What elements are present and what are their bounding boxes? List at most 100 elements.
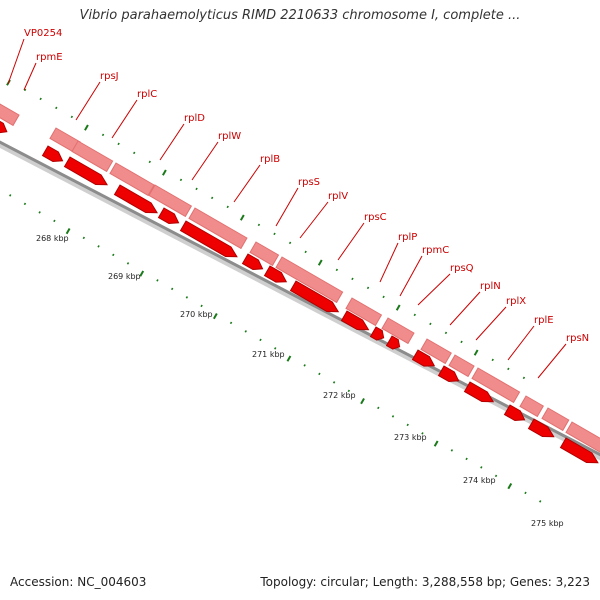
tick-mark-upper [395,304,401,311]
tick-mark-upper [39,97,42,101]
gene-leader-line [23,62,37,91]
tick-mark-lower [126,262,130,265]
tick-mark-upper [117,142,120,146]
gene-arrow [503,404,526,422]
gene-leader-line [191,141,219,181]
gene-label: rplW [218,131,241,142]
tick-mark-upper [273,232,276,236]
tick-mark-lower [421,432,424,435]
tick-mark-lower [212,312,218,320]
gene-arrow [289,280,340,313]
gene-label: rpsJ [100,71,119,82]
gene-label: rplB [260,154,280,165]
genome-summary-text: Topology: circular; Length: 3,288,558 bp… [260,575,590,589]
tick-mark-lower [38,211,41,214]
tick-mark-lower [200,304,203,308]
tick-mark-lower [360,397,365,405]
gene-arrow [157,207,180,225]
tick-mark-upper [55,106,58,110]
gene-leader-line [449,291,481,326]
gene-arrow [179,220,238,258]
gene-band-upper [249,241,280,267]
gene-band-upper [148,184,193,218]
tick-mark-upper [179,178,183,182]
tick-mark-upper [473,349,479,356]
tick-mark-lower [377,406,380,410]
gene-leader-line [159,123,185,161]
tick-mark-lower [53,219,56,223]
gene-label: rplV [328,191,348,202]
gene-label: rplC [137,89,157,100]
tick-mark-lower [406,423,409,427]
gene-band-upper [109,162,155,197]
gene-leader-line [7,38,25,85]
gene-label: rplD [184,113,205,124]
gene-band-upper [519,395,545,418]
tick-mark-lower [156,279,159,282]
tick-mark-lower [274,347,277,350]
gene-leader-line [111,99,138,139]
gene-arrow [527,418,555,438]
gene-band-upper [448,354,475,378]
gene-band-upper [565,421,600,453]
gene-arrow [369,326,385,341]
gene-label: rplE [534,315,554,326]
tick-mark-upper [84,124,89,131]
tick-mark-upper [317,259,323,266]
gene-band-upper [0,103,20,127]
tick-mark-lower [347,389,351,393]
tick-mark-lower [170,287,174,291]
gene-arrow [385,335,401,350]
tick-mark-lower [494,474,498,478]
gene-leader-line [475,306,507,341]
gene-arrow [63,156,108,186]
gene-leader-line [233,164,261,203]
kbp-label: 274 kbp [463,476,496,485]
gene-arrow [559,437,599,464]
gene-label: rpsN [566,333,589,344]
tick-mark-upper [304,250,307,254]
gene-label: VP0254 [24,28,62,39]
gene-arrow [263,265,288,283]
tick-mark-lower [318,372,321,376]
gene-leader-line [537,343,567,379]
tick-mark-upper [382,295,385,299]
tick-mark-lower [259,338,262,342]
gene-arrow [241,253,264,271]
gene-label: rpsS [298,177,320,188]
tick-mark-upper [413,313,416,317]
tick-mark-lower [112,253,115,257]
accession-text: Accession: NC_004603 [10,575,147,589]
tick-mark-lower [507,482,513,490]
tick-mark-lower [391,415,395,418]
gene-leader-line [275,187,299,227]
tick-mark-upper [239,214,245,221]
tick-mark-lower [82,236,86,240]
map-title: Vibrio parahaemolyticus RIMD 2210633 chr… [79,8,521,23]
gene-leader-line [507,325,535,361]
tick-mark-lower [524,491,527,495]
kbp-label: 270 kbp [180,310,213,319]
tick-mark-lower [433,440,439,447]
tick-mark-upper [366,286,370,290]
gene-leader-line [299,201,329,239]
tick-mark-lower [539,500,542,503]
gene-label: rpsQ [450,263,474,274]
gene-band-upper [345,297,383,327]
tick-mark-upper [335,268,339,272]
gene-label: rplN [480,281,501,292]
tick-mark-lower [286,355,292,362]
tick-mark-upper [210,196,214,200]
gene-leader-line [379,242,399,283]
tick-mark-upper [491,358,494,362]
tick-mark-lower [9,194,12,197]
tick-mark-lower [23,202,27,206]
gene-arrow [463,381,495,403]
tick-mark-upper [288,241,292,245]
gene-arrow [41,145,64,163]
kbp-label: 268 kbp [36,234,69,243]
tick-mark-lower [332,381,336,384]
gene-arrow [0,120,8,134]
gene-band-upper [71,140,114,173]
